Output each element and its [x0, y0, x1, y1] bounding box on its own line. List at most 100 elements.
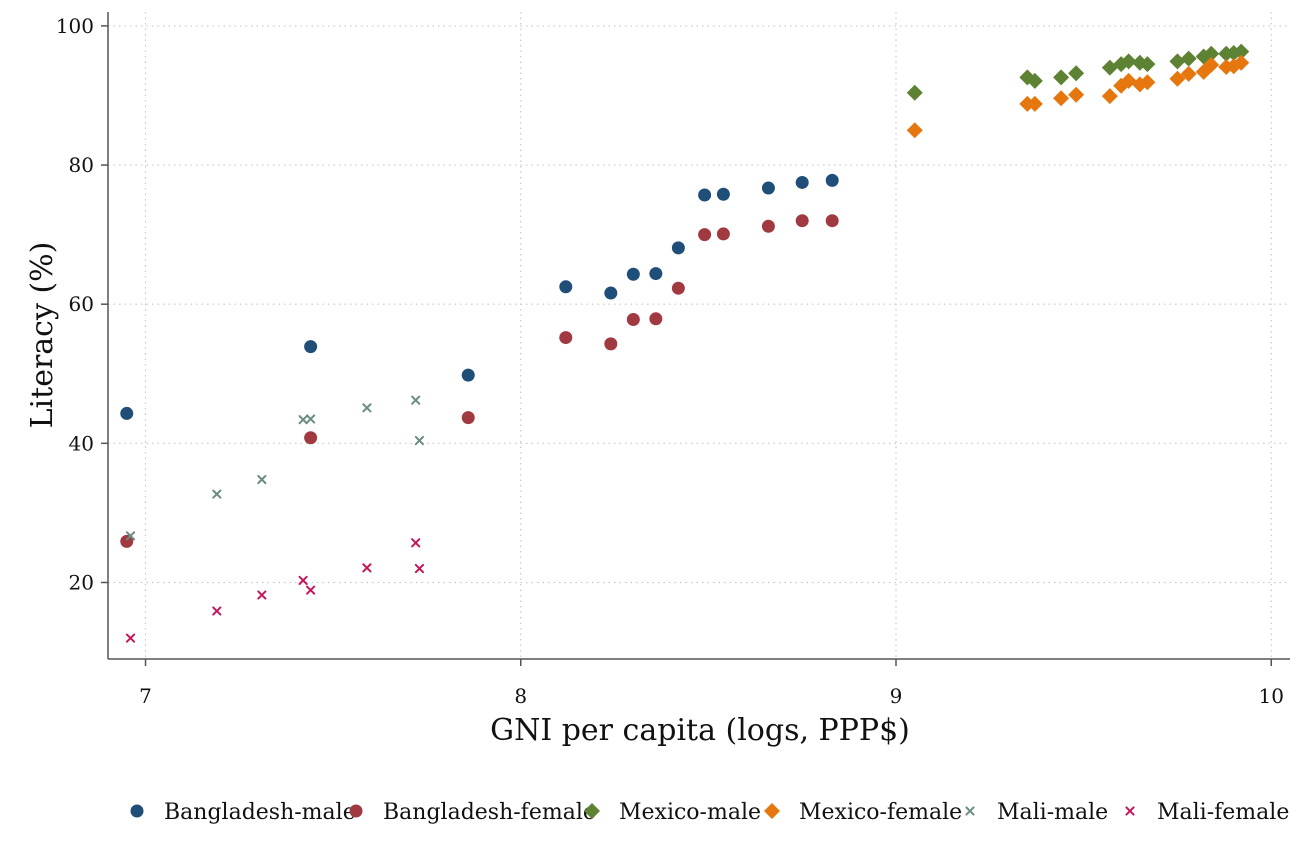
data-point — [414, 435, 425, 446]
series-mali-male — [125, 395, 425, 541]
data-point — [1068, 86, 1085, 103]
y-tick-label: 80 — [69, 153, 94, 177]
series-bangladesh-male — [120, 173, 839, 420]
legend-item-bangladesh-male: Bangladesh-male — [130, 800, 356, 825]
data-point — [1180, 50, 1197, 67]
data-point — [298, 415, 308, 425]
data-point — [411, 538, 421, 548]
data-point — [604, 286, 618, 300]
axes: 7 8 9 10 20 40 60 80 100 — [56, 12, 1290, 708]
legend-label: Mali-female — [1157, 800, 1289, 825]
data-point — [1026, 72, 1043, 89]
data-point — [304, 431, 318, 445]
data-point — [1169, 70, 1186, 87]
legend-item-mali-female: Mali-female — [1125, 800, 1289, 825]
data-point — [362, 563, 372, 573]
data-point — [559, 331, 573, 345]
data-point — [257, 474, 267, 485]
legend-label: Bangladesh-male — [164, 800, 356, 825]
data-point — [1233, 43, 1250, 60]
data-point — [120, 534, 134, 548]
data-point — [649, 312, 663, 326]
series-bangladesh-female — [120, 214, 839, 548]
x-tick-label: 10 — [1259, 684, 1284, 708]
data-point — [825, 214, 839, 228]
legend-marker — [764, 803, 780, 819]
data-point — [1233, 54, 1250, 71]
legend-label: Mexico-male — [619, 800, 761, 825]
legend-label: Mexico-female — [799, 800, 962, 825]
x-tick-label: 9 — [890, 684, 903, 708]
legend-item-mexico-male: Mexico-male — [584, 800, 761, 825]
data-point — [125, 633, 136, 643]
data-point — [626, 267, 640, 281]
data-point — [1225, 58, 1242, 75]
data-point — [414, 563, 425, 574]
data-point — [559, 280, 573, 294]
data-point — [604, 337, 618, 351]
data-point — [698, 188, 712, 202]
data-point — [257, 590, 267, 600]
y-tick-label: 40 — [69, 431, 94, 455]
data-point — [461, 368, 475, 382]
data-point — [212, 606, 222, 616]
series-mexico-female — [906, 54, 1250, 139]
data-point — [795, 175, 809, 189]
data-point — [671, 241, 685, 255]
data-point — [212, 489, 222, 499]
data-point — [906, 84, 923, 101]
data-point — [362, 403, 372, 413]
series-mexico-male — [906, 43, 1250, 101]
data-point — [1169, 53, 1186, 70]
data-point — [1180, 65, 1197, 82]
legend: Bangladesh-male Bangladesh-female Mexico-m… — [130, 800, 1289, 825]
legend-label: Mali-male — [997, 800, 1108, 825]
data-point — [120, 406, 134, 420]
data-point — [716, 227, 730, 241]
data-point — [649, 267, 663, 281]
data-point — [698, 228, 712, 242]
legend-item-mexico-female: Mexico-female — [764, 800, 962, 825]
data-point — [1203, 45, 1220, 62]
data-point — [761, 219, 775, 233]
data-point — [1101, 88, 1118, 105]
data-point — [304, 340, 318, 354]
data-point — [298, 575, 308, 585]
data-point — [716, 187, 730, 201]
data-point — [461, 411, 475, 425]
y-axis-title: Literacy (%) — [25, 242, 60, 429]
data-point — [1139, 74, 1156, 91]
data-point — [761, 181, 775, 195]
data-point — [125, 531, 136, 541]
legend-label: Bangladesh-female — [383, 800, 596, 825]
data-point — [1053, 90, 1070, 107]
legend-marker — [965, 806, 975, 816]
data-point — [306, 585, 316, 595]
data-point — [411, 395, 421, 405]
data-point — [1053, 69, 1070, 86]
data-point — [906, 122, 923, 139]
data-point — [795, 214, 809, 228]
data-point — [671, 281, 685, 295]
legend-marker — [1125, 806, 1135, 816]
legend-item-mali-male: Mali-male — [965, 800, 1108, 825]
data-point — [1026, 95, 1043, 112]
x-axis-title: GNI per capita (logs, PPP$) — [490, 713, 910, 748]
data-point — [1139, 56, 1156, 73]
legend-marker — [349, 804, 363, 818]
legend-item-bangladesh-female: Bangladesh-female — [349, 800, 596, 825]
y-tick-label: 100 — [56, 14, 94, 38]
data-points — [120, 43, 1250, 643]
data-point — [825, 173, 839, 187]
x-tick-label: 8 — [514, 684, 527, 708]
data-point — [1068, 65, 1085, 82]
data-point — [626, 312, 640, 326]
data-point — [1120, 53, 1137, 70]
data-point — [306, 414, 316, 424]
y-tick-label: 20 — [69, 570, 94, 594]
data-point — [1203, 56, 1220, 73]
data-point — [1113, 56, 1130, 73]
y-tick-label: 60 — [69, 292, 94, 316]
